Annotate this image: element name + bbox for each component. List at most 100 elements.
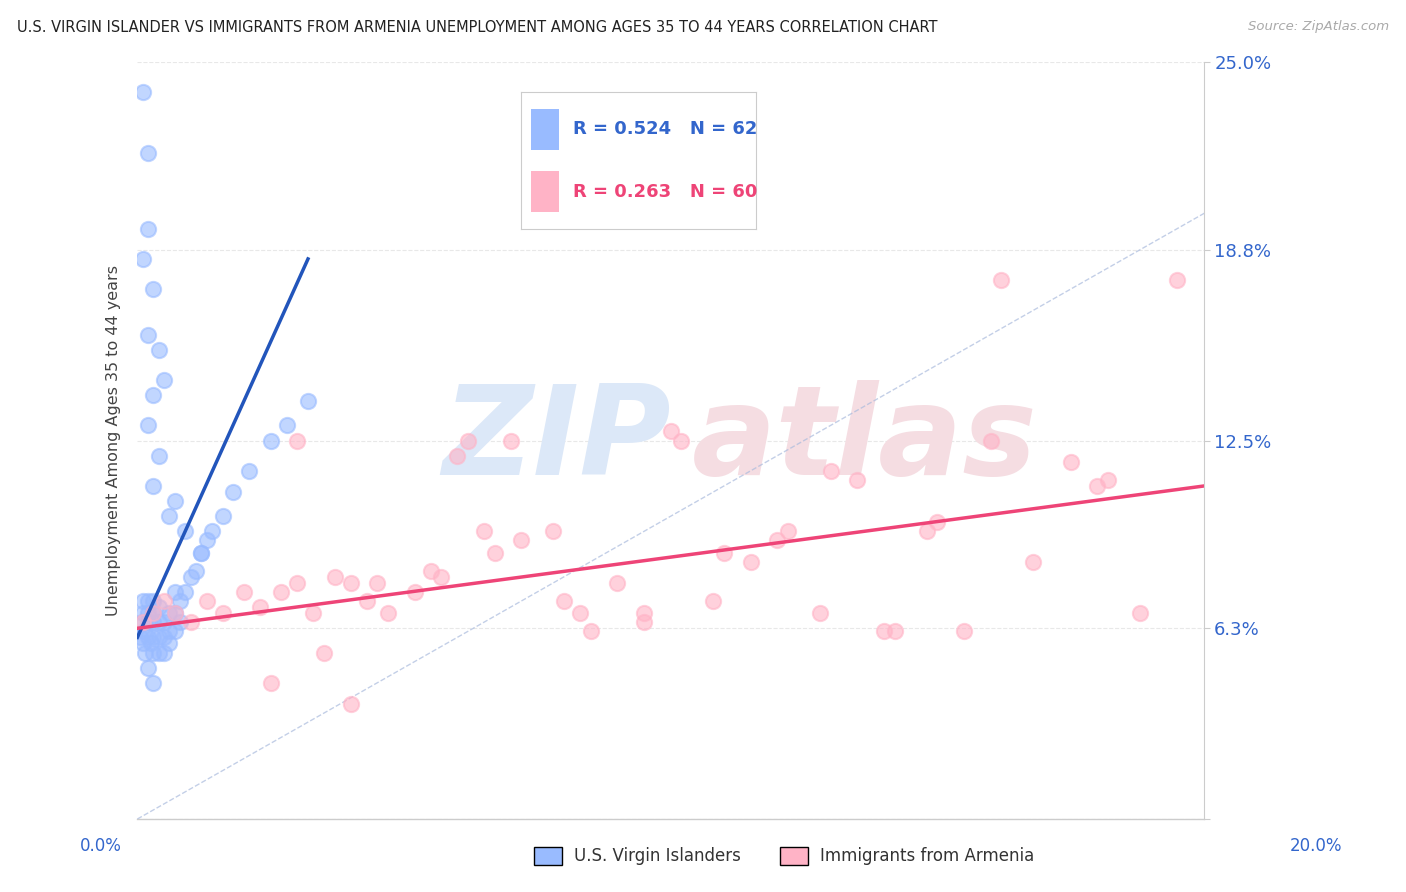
Point xyxy=(136,594,159,608)
Point xyxy=(323,570,346,584)
Text: Immigrants from Armenia: Immigrants from Armenia xyxy=(820,847,1033,865)
Y-axis label: Unemployment Among Ages 35 to 44 years: Unemployment Among Ages 35 to 44 years xyxy=(107,265,121,616)
Point xyxy=(174,585,197,599)
Point xyxy=(419,564,441,578)
Point xyxy=(153,594,176,608)
Point xyxy=(136,221,159,235)
Point xyxy=(136,660,159,674)
Point xyxy=(131,594,153,608)
Point xyxy=(131,86,153,100)
Point xyxy=(276,418,298,433)
Point xyxy=(430,570,453,584)
Point xyxy=(1097,473,1119,487)
Point xyxy=(195,533,218,548)
Point xyxy=(142,615,165,630)
Text: atlas: atlas xyxy=(692,380,1038,501)
Point xyxy=(915,524,938,539)
Point xyxy=(808,606,831,620)
Point xyxy=(260,675,283,690)
Point xyxy=(339,697,361,711)
Point xyxy=(568,606,591,620)
Point xyxy=(980,434,1002,448)
Point xyxy=(201,524,224,539)
Point xyxy=(846,473,869,487)
Point xyxy=(142,606,165,620)
Point xyxy=(142,388,165,402)
Point xyxy=(148,343,170,357)
Point xyxy=(163,606,186,620)
Point xyxy=(131,615,153,630)
Point xyxy=(131,636,153,650)
Point xyxy=(766,533,789,548)
Point xyxy=(190,546,212,560)
Point xyxy=(510,533,533,548)
Point xyxy=(163,494,186,508)
Point xyxy=(312,646,335,660)
Point xyxy=(142,479,165,493)
Point xyxy=(543,524,565,539)
Point xyxy=(990,273,1012,287)
Point xyxy=(184,564,207,578)
Point xyxy=(446,449,468,463)
Point xyxy=(499,434,522,448)
Point xyxy=(302,606,325,620)
Point xyxy=(148,631,170,645)
Point xyxy=(285,575,308,590)
Point xyxy=(579,624,602,639)
Point xyxy=(339,575,361,590)
Point xyxy=(142,631,165,645)
Point xyxy=(366,575,388,590)
Text: 0.0%: 0.0% xyxy=(80,837,122,855)
Point xyxy=(457,434,479,448)
Point xyxy=(404,585,426,599)
Point xyxy=(132,624,155,639)
Point xyxy=(136,145,159,160)
Point xyxy=(163,606,186,620)
Text: 20.0%: 20.0% xyxy=(1289,837,1343,855)
Point xyxy=(129,631,152,645)
Point xyxy=(136,615,159,630)
Point xyxy=(157,606,180,620)
Point xyxy=(153,631,176,645)
Point xyxy=(1166,273,1188,287)
Point xyxy=(142,594,165,608)
Point xyxy=(157,636,180,650)
Point xyxy=(142,282,165,296)
Point xyxy=(1022,555,1045,569)
Point xyxy=(142,606,165,620)
Point xyxy=(633,606,655,620)
Point xyxy=(195,594,218,608)
Point xyxy=(131,615,153,630)
Point xyxy=(659,425,682,439)
Point xyxy=(131,606,153,620)
Point xyxy=(356,594,378,608)
Point xyxy=(169,594,191,608)
Point xyxy=(174,524,197,539)
Point xyxy=(136,418,159,433)
Point xyxy=(671,434,693,448)
Point xyxy=(136,631,159,645)
Point xyxy=(873,624,896,639)
Point xyxy=(820,464,842,478)
Point xyxy=(153,373,176,387)
Point xyxy=(883,624,905,639)
Point xyxy=(211,509,233,524)
Point xyxy=(1059,455,1081,469)
Point xyxy=(285,434,308,448)
Point xyxy=(377,606,399,620)
Point xyxy=(606,575,628,590)
Point xyxy=(180,570,202,584)
Point xyxy=(633,615,655,630)
Point xyxy=(136,327,159,342)
Point xyxy=(136,606,159,620)
Point xyxy=(163,624,186,639)
Point xyxy=(953,624,976,639)
Point xyxy=(211,606,233,620)
Point xyxy=(153,646,176,660)
Point xyxy=(249,600,271,615)
Text: U.S. VIRGIN ISLANDER VS IMMIGRANTS FROM ARMENIA UNEMPLOYMENT AMONG AGES 35 TO 44: U.S. VIRGIN ISLANDER VS IMMIGRANTS FROM … xyxy=(17,20,938,35)
Point xyxy=(190,546,212,560)
Point xyxy=(148,449,170,463)
Point xyxy=(238,464,260,478)
Point xyxy=(131,252,153,266)
